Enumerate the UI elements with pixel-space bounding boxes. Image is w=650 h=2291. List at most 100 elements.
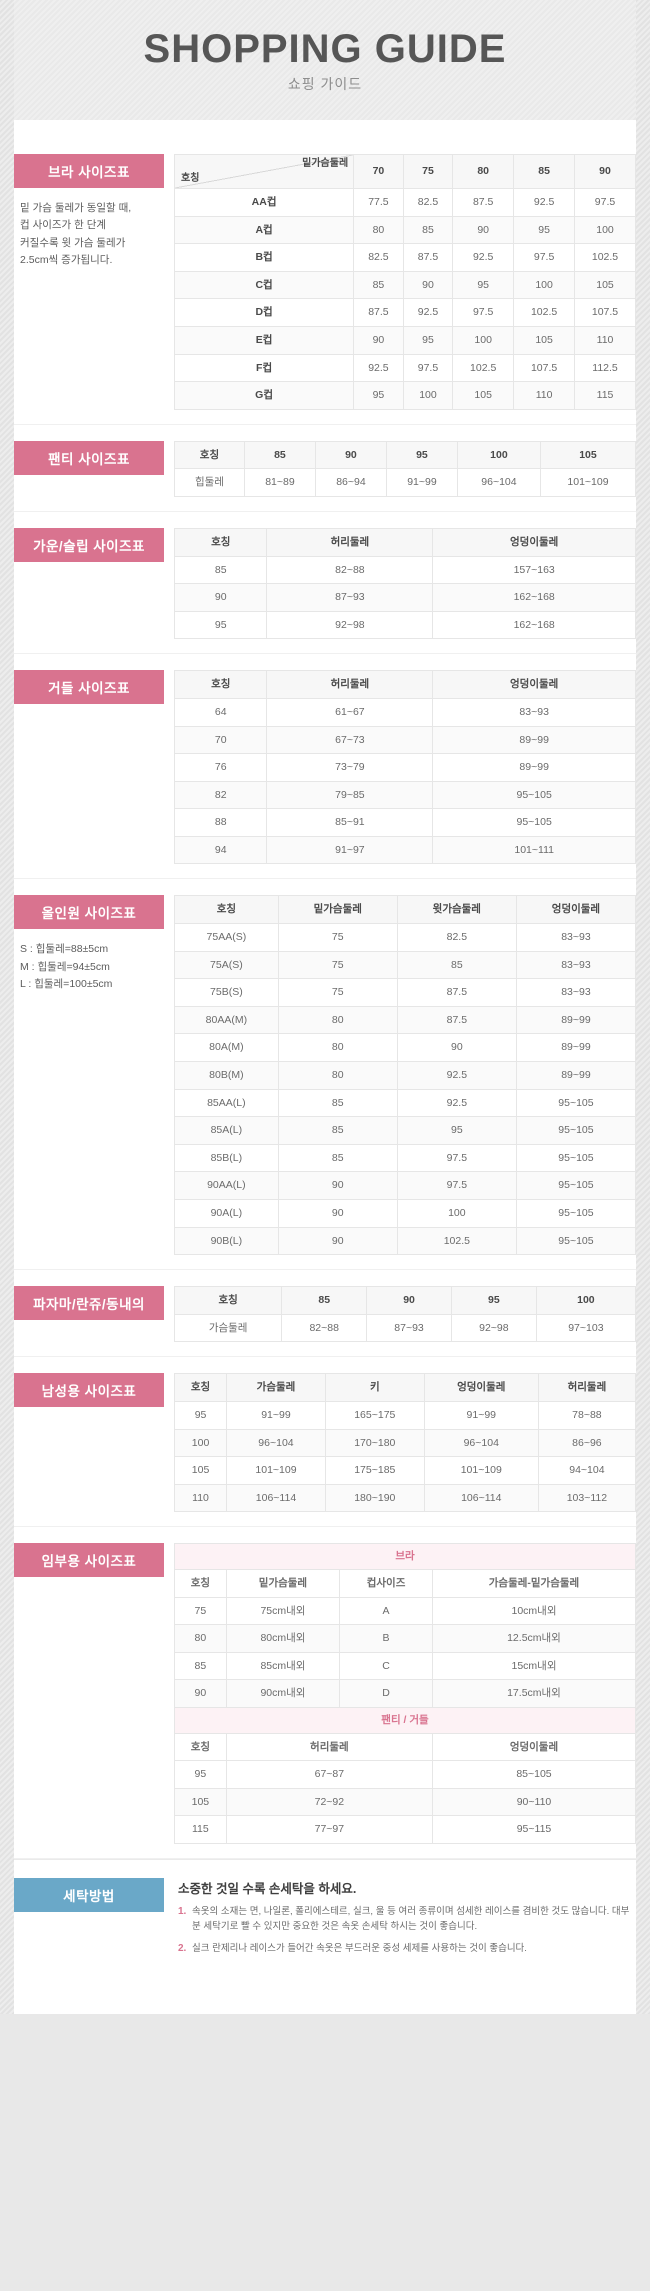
cell: 81~89 [243,468,316,497]
girdle-side: 거들 사이즈표 [14,670,174,705]
allinone-size-table: 호칭 밑가슴둘레 윗가슴둘레 엉덩이둘레 75AA(S) 75 82.5 83~… [174,895,637,1256]
cell: 91~99 [385,468,458,497]
cell: 92.5 [396,1088,517,1118]
cell: 79~85 [266,780,434,810]
cell: 90 [353,325,404,355]
table-row: 88 85~91 95~105 [173,808,636,837]
cell: 83~93 [515,923,637,952]
section-tag-gown: 가운/슬립 사이즈표 [14,527,164,562]
table-header-row: 호칭 허리둘레 엉덩이둘레 [173,527,636,557]
table-header-row: 밑가슴둘레 호칭 70 75 80 85 90 [173,154,636,189]
footer-spacer [0,1990,650,2015]
section-maternity: 임부용 사이즈표 브라 호칭 밑가슴둘레 컵사이즈 가슴둘레-밑가슴둘레 [14,1527,637,1859]
cell: 96~104 [423,1428,539,1458]
cell: 165~175 [324,1400,425,1430]
cell: 100 [513,270,576,300]
cell: 162~168 [432,583,636,612]
cell: 75cm내외 [225,1596,341,1626]
gown-size-table: 호칭 허리둘레 엉덩이둘레 85 82~88 157~163 90 [173,527,636,640]
table-row: 75 75cm내외 A 10cm내외 [174,1596,637,1626]
column-header: 키 [324,1373,425,1402]
washing-heading: 소중한 것일 수록 손세탁을 하세요. [178,1881,357,1896]
table-row: 90AA(L) 90 97.5 95~105 [174,1171,637,1200]
table-row: 90 87~93 162~168 [173,583,636,612]
pajama-table-wrap: 호칭 85 90 95 100 가슴둘레 82~88 87~93 92~98 [173,1286,637,1343]
cell: 95 [402,325,454,355]
cell: 12.5cm내외 [431,1624,637,1653]
column-header: 밑가슴둘레 [225,1568,341,1598]
bra-side: 브라 사이즈표 밑 가슴 둘레가 동일할 때, 컵 사이즈가 한 단계 커질수록… [14,154,174,269]
cell: B [339,1624,433,1653]
section-tag-girdle: 거들 사이즈표 [14,670,164,705]
cell: 96~104 [226,1428,326,1458]
column-header: 가슴둘레 [226,1373,326,1402]
table-header-row: 호칭 허리둘레 엉덩이둘레 [174,1732,637,1762]
cell: 75A(S) [174,950,279,980]
maternity-group1-title: 브라 [174,1543,636,1570]
row-label: G컵 [173,381,355,410]
table-header-row: 호칭 85 90 95 100 [173,1286,637,1315]
column-header: 호칭 [173,1373,228,1402]
column-header: 윗가슴둘레 [396,895,517,925]
cell: 92.5 [353,353,404,383]
row-label: E컵 [173,325,355,355]
column-header: 엉덩이둘레 [432,527,636,557]
table-row: B컵 82.5 87.5 92.5 97.5 102.5 [173,243,636,272]
allinone-note-line: S : 힙둘레=88±5cm [20,943,109,956]
bra-note-line: 2.5cm씩 증가됩니다. [20,253,113,266]
cell: 82.5 [353,243,404,272]
column-header: 75 [402,154,454,189]
cell: 80AA(M) [174,1005,279,1035]
cell: 17.5cm내외 [431,1679,637,1708]
list-item-number: 2. [178,1943,187,1955]
row-label: C컵 [173,270,355,300]
table-row: 85 82~88 157~163 [173,555,636,585]
cell: 90 [277,1226,398,1256]
table-row: C컵 85 90 95 100 105 [173,270,636,300]
cell: 95~115 [431,1815,637,1844]
cell: 100 [452,325,515,355]
cell: 90cm내외 [225,1679,341,1708]
cell: 90AA(L) [174,1171,279,1200]
cell: 87.5 [396,1005,517,1035]
allinone-table-wrap: 호칭 밑가슴둘레 윗가슴둘레 엉덩이둘레 75AA(S) 75 82.5 83~… [174,895,637,1256]
cell: 180~190 [324,1483,425,1513]
table-row: E컵 90 95 100 105 110 [173,325,636,355]
cell: 101~109 [423,1456,539,1485]
cell: 97.5 [396,1143,517,1173]
column-header: 허리둘레 [225,1732,433,1762]
section-tag-maternity: 임부용 사이즈표 [14,1543,164,1578]
column-header: 85 [281,1286,368,1315]
cell: 75B(S) [174,978,279,1007]
section-allinone: 올인원 사이즈표 S : 힙둘레=88±5cm M : 힙둘레=94±5cm L… [14,879,637,1271]
bra-note: 밑 가슴 둘레가 동일할 때, 컵 사이즈가 한 단계 커질수록 윗 가슴 둘레… [14,200,164,269]
cell: 75AA(S) [174,923,279,952]
column-header: 호칭 [174,1732,227,1762]
cell: 100 [396,1199,517,1228]
section-tag-bra: 브라 사이즈표 [14,154,164,188]
table-row: 85A(L) 85 95 95~105 [174,1116,637,1145]
cell: 91~99 [423,1400,539,1430]
table-header-row: 호칭 밑가슴둘레 윗가슴둘레 엉덩이둘레 [174,895,637,925]
cell: 95~105 [515,1199,637,1228]
gown-table-body: 85 82~88 157~163 90 87~93 162~168 95 92~… [173,555,636,640]
cell: 107.5 [574,298,636,327]
page-subtitle: 쇼핑 가이드 [287,76,363,92]
cell: 92.5 [396,1061,517,1090]
table-row: 75B(S) 75 87.5 83~93 [174,978,637,1007]
column-header: 100 [535,1286,637,1315]
cell: 85 [174,1651,227,1681]
allinone-note-line: M : 힙둘레=94±5cm [20,960,110,973]
row-label: D컵 [173,298,355,327]
maternity-group2-title: 팬티 / 거들 [174,1706,636,1734]
gown-table-wrap: 호칭 허리둘레 엉덩이둘레 85 82~88 157~163 90 [173,527,636,640]
cell: 64 [173,697,268,727]
table-row: 80AA(M) 80 87.5 89~99 [174,1005,637,1035]
cell: 87.5 [452,188,515,217]
cell: 80 [353,215,404,245]
bra-table-wrap: 밑가슴둘레 호칭 70 75 80 85 90 AA컵 [173,154,636,410]
cell: 89~99 [515,1033,637,1063]
cell: 80 [277,1061,398,1090]
cell: 90 [174,1679,227,1708]
table-header-row: 호칭 85 90 95 100 105 [174,440,637,470]
